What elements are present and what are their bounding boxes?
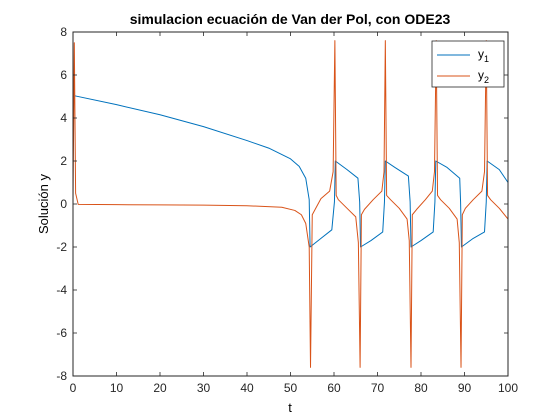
y-tick-label: 6 (60, 68, 67, 82)
series-line-y1 (72, 94, 509, 248)
legend-label-y1: y (478, 47, 484, 61)
x-tick-label: 10 (110, 381, 124, 395)
y-tick-label: 0 (60, 197, 67, 211)
x-axis-label: t (288, 400, 292, 415)
x-tick-label: 90 (458, 381, 472, 395)
plot-frame (72, 31, 509, 377)
x-tick-label: 0 (70, 381, 77, 395)
legend-box (431, 40, 505, 88)
legend-entry-y2: y2 (478, 68, 489, 85)
x-tick-label: 40 (240, 381, 254, 395)
x-tick-label: 60 (327, 381, 341, 395)
legend-subscript-y2: 2 (484, 75, 489, 85)
x-tick-label: 50 (284, 381, 298, 395)
series-line-y2 (72, 40, 509, 368)
legend-subscript-y1: 1 (484, 54, 489, 64)
x-tick-label: 100 (498, 381, 518, 395)
x-tick-label: 30 (197, 381, 211, 395)
x-tick-label: 80 (414, 381, 428, 395)
y-axis-label: Solución y (36, 174, 51, 234)
ticks-layer: 0 10 20 30 40 50 60 70 80 90 100 -8 -6 -4 -2 0 2 4 6 8 (56, 25, 518, 395)
x-tick-label: 20 (153, 381, 167, 395)
y-tick-label: -8 (56, 369, 67, 383)
y-tick-label: 8 (60, 25, 67, 39)
y-tick-label: 4 (60, 111, 67, 125)
y-tick-label: 2 (60, 154, 67, 168)
chart-title: simulacion ecuación de Van der Pol, con … (130, 11, 451, 27)
legend-entry-y1: y1 (478, 47, 489, 64)
legend-label-y2: y (478, 68, 484, 82)
y-tick-label: -6 (56, 326, 67, 340)
x-tick-label: 70 (371, 381, 385, 395)
y-tick-label: -4 (56, 283, 67, 297)
series-layer (72, 40, 509, 368)
y-tick-label: -2 (56, 240, 67, 254)
legend: y1 y2 (431, 40, 505, 88)
